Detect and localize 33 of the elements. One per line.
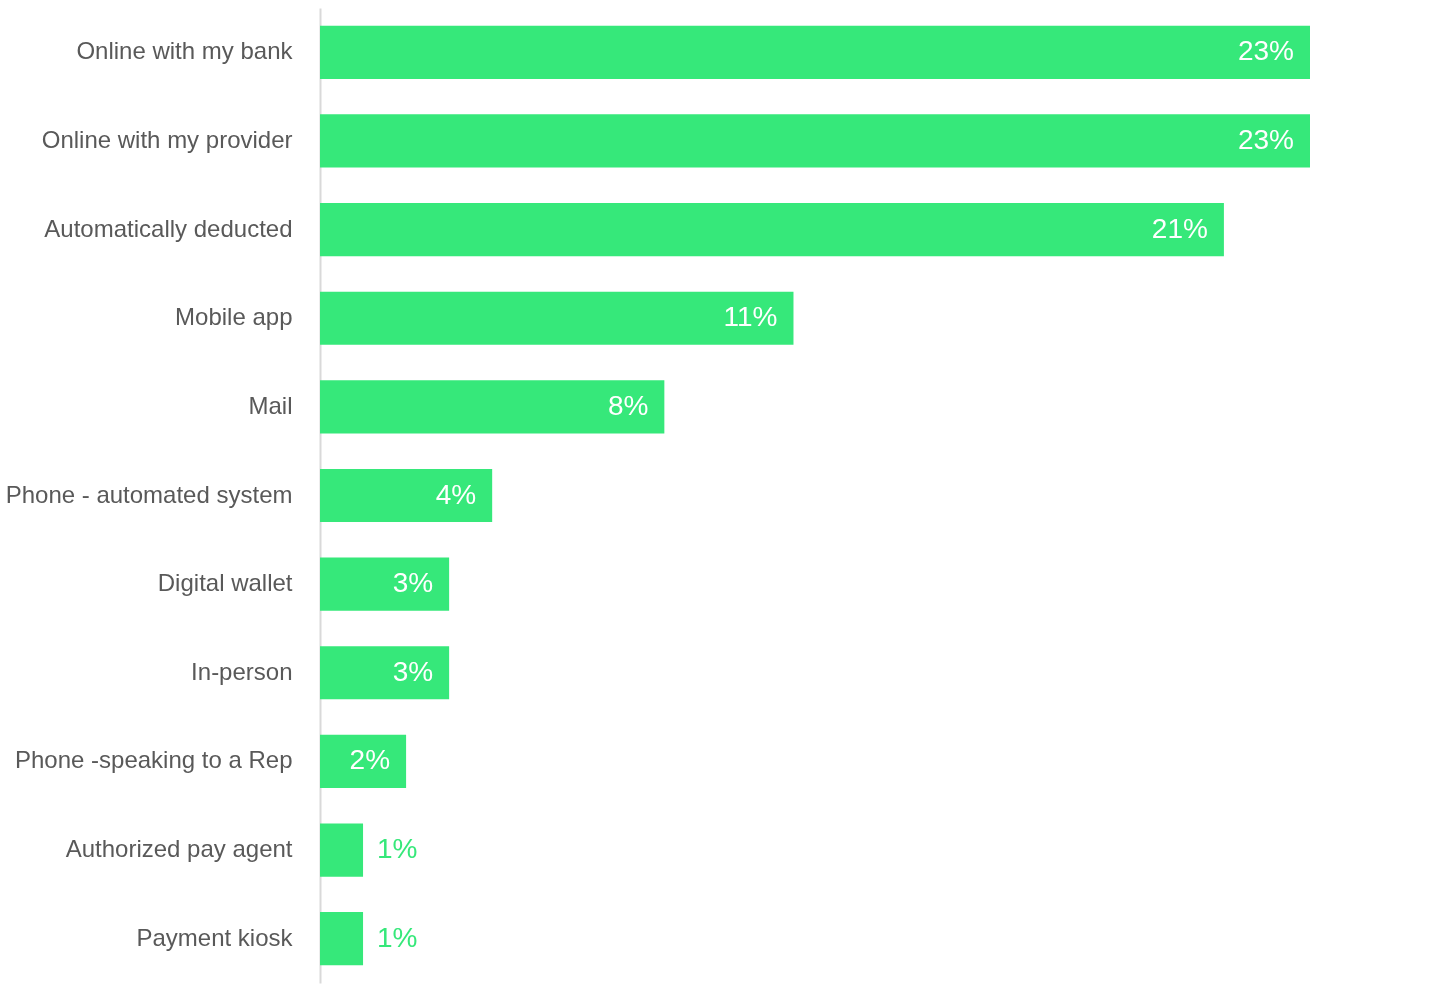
bar xyxy=(320,114,1310,168)
bar xyxy=(320,734,407,788)
y-tick-label: Mobile app xyxy=(175,303,293,331)
bar xyxy=(320,468,493,523)
bar xyxy=(320,557,450,611)
y-tick-label: Mail xyxy=(248,391,293,419)
y-tick-label: Automatically deducted xyxy=(44,214,293,242)
data-label: 23% xyxy=(1237,35,1294,67)
data-label: 4% xyxy=(435,478,477,510)
y-tick-label: In-person xyxy=(191,657,293,685)
bar xyxy=(320,203,1224,257)
y-tick-label: Phone -speaking to a Rep xyxy=(14,746,293,774)
bar xyxy=(320,912,364,966)
y-tick-label: Online with my bank xyxy=(76,37,294,65)
y-tick-label: Authorized pay agent xyxy=(65,835,293,863)
y-tick-label: Payment kiosk xyxy=(136,923,294,951)
bar xyxy=(320,646,450,700)
data-label: 11% xyxy=(723,301,778,333)
data-label: 1% xyxy=(377,921,418,953)
y-tick-label: Digital wallet xyxy=(157,569,293,597)
data-label: 3% xyxy=(392,567,434,599)
y-tick-label: Phone - automated system xyxy=(5,480,293,508)
bar xyxy=(320,380,665,434)
bar xyxy=(320,25,1310,79)
bar xyxy=(320,823,364,877)
data-label: 2% xyxy=(349,744,391,776)
data-label: 1% xyxy=(377,833,418,865)
bar xyxy=(320,291,794,345)
data-label: 3% xyxy=(392,655,434,687)
data-label: 23% xyxy=(1237,123,1294,155)
data-label: 21% xyxy=(1151,212,1208,244)
data-label: 8% xyxy=(607,389,649,421)
y-tick-label: Online with my provider xyxy=(41,125,293,153)
